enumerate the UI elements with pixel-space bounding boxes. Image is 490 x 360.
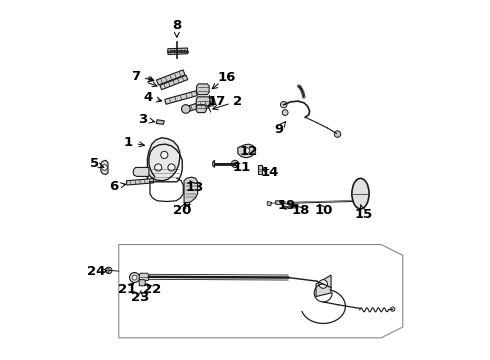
Polygon shape bbox=[187, 98, 215, 112]
Circle shape bbox=[181, 105, 190, 113]
Text: 11: 11 bbox=[232, 161, 250, 174]
Circle shape bbox=[280, 102, 287, 108]
Circle shape bbox=[155, 164, 162, 171]
Polygon shape bbox=[156, 120, 164, 125]
Polygon shape bbox=[168, 48, 188, 54]
Text: 5: 5 bbox=[90, 157, 99, 170]
Circle shape bbox=[168, 164, 175, 171]
Polygon shape bbox=[139, 280, 146, 286]
Polygon shape bbox=[196, 105, 206, 113]
Circle shape bbox=[319, 280, 327, 288]
Polygon shape bbox=[291, 204, 298, 208]
Polygon shape bbox=[147, 138, 180, 183]
Text: 14: 14 bbox=[261, 166, 279, 179]
Polygon shape bbox=[275, 201, 282, 204]
Polygon shape bbox=[165, 91, 197, 104]
Polygon shape bbox=[101, 160, 108, 175]
Polygon shape bbox=[267, 202, 271, 206]
Circle shape bbox=[282, 110, 288, 116]
Text: 16: 16 bbox=[217, 71, 236, 84]
Ellipse shape bbox=[352, 179, 369, 209]
Circle shape bbox=[231, 160, 239, 167]
Polygon shape bbox=[238, 144, 256, 158]
Polygon shape bbox=[316, 275, 331, 297]
Circle shape bbox=[129, 273, 140, 283]
Polygon shape bbox=[156, 70, 185, 85]
Polygon shape bbox=[258, 165, 262, 174]
Polygon shape bbox=[196, 84, 209, 95]
Polygon shape bbox=[184, 202, 190, 205]
Text: 18: 18 bbox=[292, 204, 310, 217]
Circle shape bbox=[132, 275, 137, 280]
Polygon shape bbox=[184, 177, 197, 203]
Text: 20: 20 bbox=[173, 204, 192, 217]
Text: 12: 12 bbox=[240, 145, 258, 158]
Polygon shape bbox=[213, 160, 215, 167]
Polygon shape bbox=[106, 268, 109, 273]
Text: 2: 2 bbox=[233, 95, 243, 108]
Circle shape bbox=[101, 165, 107, 170]
Text: 21: 21 bbox=[118, 283, 136, 296]
Polygon shape bbox=[160, 75, 188, 90]
Circle shape bbox=[244, 148, 250, 153]
Polygon shape bbox=[133, 167, 149, 176]
Polygon shape bbox=[196, 97, 210, 108]
Text: 19: 19 bbox=[277, 199, 295, 212]
Text: 3: 3 bbox=[138, 113, 147, 126]
Polygon shape bbox=[148, 149, 177, 178]
Text: 9: 9 bbox=[274, 123, 284, 136]
Text: 1: 1 bbox=[124, 136, 133, 149]
Circle shape bbox=[334, 131, 341, 137]
Text: 4: 4 bbox=[144, 91, 153, 104]
Text: 7: 7 bbox=[131, 69, 140, 82]
Text: 15: 15 bbox=[354, 208, 372, 221]
Text: 6: 6 bbox=[109, 180, 119, 193]
Text: 13: 13 bbox=[186, 181, 204, 194]
Polygon shape bbox=[126, 179, 154, 185]
Circle shape bbox=[161, 151, 168, 158]
Text: 23: 23 bbox=[131, 291, 149, 304]
Text: 8: 8 bbox=[172, 19, 181, 32]
Text: 24: 24 bbox=[87, 265, 105, 278]
Polygon shape bbox=[139, 273, 149, 280]
Circle shape bbox=[105, 267, 112, 274]
Circle shape bbox=[391, 307, 395, 311]
Polygon shape bbox=[284, 206, 287, 210]
Text: 17: 17 bbox=[207, 95, 225, 108]
Text: 22: 22 bbox=[143, 283, 161, 296]
Text: 10: 10 bbox=[315, 204, 333, 217]
